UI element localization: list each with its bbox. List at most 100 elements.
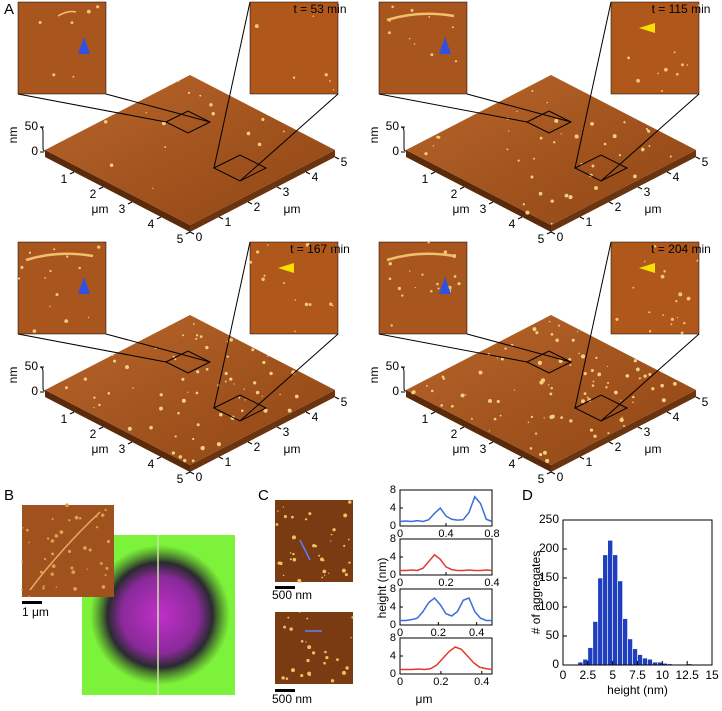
speckle [52, 73, 56, 77]
surface-feature [539, 452, 543, 457]
surface-feature [132, 387, 134, 389]
x-tick-label: 2 [451, 187, 458, 201]
histogram-bar [642, 657, 648, 666]
speckle [283, 515, 287, 519]
surface-feature [623, 121, 626, 124]
surface-feature [450, 404, 454, 408]
y-tick [579, 456, 585, 460]
speckle [300, 640, 304, 643]
x-tick-label: 1 [422, 412, 429, 426]
surface-feature [470, 417, 473, 420]
speckle [292, 552, 295, 556]
surface-feature [647, 129, 651, 133]
z-tick-label: 50 [386, 119, 400, 133]
surface-feature [226, 355, 229, 358]
speckle [343, 513, 348, 518]
speckle [436, 282, 439, 286]
surface-feature [606, 381, 610, 384]
speckle [678, 292, 683, 297]
y-tick-label: 4 [390, 502, 396, 514]
z-brace [400, 126, 407, 152]
y-tick [276, 186, 282, 190]
y-tick [334, 396, 340, 400]
x-tick [156, 216, 162, 220]
surface-feature [488, 430, 490, 432]
surface-feature [216, 442, 222, 447]
speckle [289, 627, 293, 631]
surface-feature [499, 414, 502, 417]
connector [105, 333, 211, 363]
speckle [388, 277, 392, 281]
x-tick [69, 171, 75, 175]
scale-bar [275, 689, 295, 692]
speckle [86, 568, 88, 570]
speckle [324, 574, 326, 577]
surface-feature [548, 384, 550, 386]
histogram-bar [587, 647, 594, 666]
y-tick-label: 0 [196, 230, 203, 244]
connector [105, 93, 211, 123]
speckle [664, 67, 668, 72]
surface-feature [442, 377, 446, 380]
speckle [97, 245, 101, 249]
surface-feature [291, 370, 296, 375]
histogram-bar [622, 618, 628, 666]
x-tick-label: 5 [177, 472, 184, 486]
y-tick-label: 0 [390, 668, 396, 680]
speckle [261, 277, 265, 281]
plot-title: t = 53 min [293, 2, 346, 16]
speckle [428, 15, 431, 18]
speckle [696, 259, 699, 262]
speckle [329, 80, 331, 82]
surface-feature [550, 333, 554, 336]
speckle [275, 523, 279, 526]
y-tick-label: 150 [539, 570, 559, 584]
x-tick-label: 2 [90, 427, 97, 441]
surface-feature [199, 335, 203, 338]
speckle [55, 586, 58, 589]
x-label: μm [453, 442, 470, 456]
speckle [320, 557, 324, 562]
surface-feature [83, 377, 87, 381]
x-tick [517, 456, 523, 460]
x-tick-label: 0.4 [484, 577, 499, 589]
speckle [347, 538, 350, 541]
y-tick [305, 171, 311, 175]
y-tick-label: 5 [702, 395, 709, 409]
x-axis-label: μm [416, 692, 433, 706]
surface-feature [187, 91, 191, 94]
surface-feature [209, 103, 213, 107]
zoom-box [573, 154, 629, 182]
surface-feature [613, 390, 618, 395]
surface-feature [200, 445, 205, 451]
panel-label: D [522, 487, 533, 504]
speckle [50, 539, 55, 543]
surface-feature [238, 396, 241, 399]
x-tick [156, 456, 162, 460]
surface-feature [196, 423, 200, 427]
surface-feature [546, 101, 548, 104]
speckle [49, 305, 51, 308]
surface-feature [93, 406, 95, 409]
surface-feature [440, 404, 444, 407]
surface-feature [612, 134, 617, 139]
x-tick [69, 411, 75, 415]
surface-feature [177, 80, 180, 82]
y-label: μm [284, 442, 301, 456]
speckle [681, 63, 684, 67]
y-tick [276, 426, 282, 430]
surface-feature [224, 380, 227, 383]
speckle [298, 611, 301, 613]
z-tick-label: 0 [31, 384, 38, 398]
speckle [281, 676, 285, 680]
surface-feature [504, 347, 507, 350]
y-tick-label: 4 [673, 170, 680, 184]
speckle [627, 56, 630, 60]
speckle [414, 286, 416, 289]
speckle [50, 572, 54, 576]
speckle [20, 265, 24, 269]
y-tick [666, 411, 672, 415]
histogram-bar [617, 580, 623, 666]
speckle [55, 293, 59, 297]
surface-feature [583, 392, 587, 396]
